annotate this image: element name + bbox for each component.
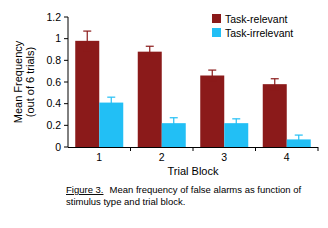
- y-tick-label: 0: [55, 141, 61, 153]
- error-bar: [170, 118, 178, 129]
- x-tick: [318, 147, 319, 151]
- x-tick-label: 2: [159, 151, 165, 163]
- y-tick-label: 1.2: [46, 11, 61, 23]
- error-stem: [149, 46, 150, 57]
- x-axis-label: Trial Block: [168, 165, 219, 177]
- y-tick-label: 1: [55, 32, 61, 44]
- y-tick-label: 0.2: [46, 119, 61, 131]
- error-stem: [173, 118, 174, 129]
- x-tick: [255, 147, 256, 151]
- caption-label: Figure 3.: [66, 184, 104, 195]
- bar: [200, 76, 224, 148]
- bar: [263, 84, 287, 147]
- caption-text: stimulus type and trial block.: [66, 196, 185, 207]
- error-cap: [295, 134, 303, 135]
- error-cap: [295, 143, 303, 144]
- error-cap: [107, 107, 115, 108]
- y-tick: [64, 17, 68, 18]
- error-cap: [146, 46, 154, 47]
- bar: [75, 41, 99, 147]
- error-cap: [208, 69, 216, 70]
- y-axis-label-line: Mean Frequency: [12, 40, 24, 123]
- legend-entry: Task-irrelevant: [212, 27, 293, 39]
- x-tick-label: 4: [284, 151, 290, 163]
- error-cap: [170, 128, 178, 129]
- error-bar: [232, 119, 240, 128]
- y-tick: [64, 147, 68, 148]
- y-axis-label: Mean Frequency(out of 6 trials): [12, 40, 36, 123]
- error-cap: [271, 78, 279, 79]
- error-stem: [87, 31, 88, 50]
- error-cap: [83, 50, 91, 51]
- legend-swatch: [212, 14, 221, 23]
- error-stem: [274, 79, 275, 90]
- error-cap: [271, 89, 279, 90]
- bar: [138, 52, 162, 147]
- y-tick: [64, 125, 68, 126]
- y-tick: [64, 38, 68, 39]
- error-bar: [83, 31, 91, 50]
- x-tick: [193, 147, 194, 151]
- error-cap: [232, 118, 240, 119]
- x-tick-label: 3: [221, 151, 227, 163]
- error-bar: [107, 97, 115, 108]
- error-cap: [107, 97, 115, 98]
- error-stem: [298, 135, 299, 144]
- y-tick: [64, 82, 68, 83]
- legend-label: Task-relevant: [225, 13, 288, 25]
- error-cap: [232, 127, 240, 128]
- legend-swatch: [212, 28, 221, 37]
- chart: 0 0.2 0.4 0.6 0.8 1 1.2 1 2 3 4 Trial Block Mean Fre…: [0, 0, 328, 228]
- x-tick-label: 1: [96, 151, 102, 163]
- page: {"chart_data": { "type": "bar", "ylabel"…: [0, 0, 328, 228]
- error-cap: [208, 80, 216, 81]
- error-cap: [83, 30, 91, 31]
- bar: [99, 103, 123, 147]
- y-tick: [64, 60, 68, 61]
- caption-text: Mean frequency of false alarms as functi…: [110, 184, 302, 195]
- error-bar: [146, 46, 154, 57]
- legend-entry: Task-relevant: [212, 13, 288, 25]
- error-stem: [111, 97, 112, 108]
- error-cap: [146, 56, 154, 57]
- x-tick: [130, 147, 131, 151]
- error-stem: [212, 70, 213, 81]
- y-tick: [64, 103, 68, 104]
- y-tick-label: 0.8: [46, 54, 61, 66]
- error-bar: [295, 135, 303, 144]
- bars: [75, 31, 311, 147]
- error-bar: [271, 79, 279, 90]
- y-tick-label: 0.4: [46, 97, 61, 109]
- error-cap: [170, 117, 178, 118]
- error-stem: [236, 119, 237, 128]
- error-bar: [208, 70, 216, 81]
- y-axis-label-line: (out of 6 trials): [24, 47, 36, 117]
- y-tick-label: 0.6: [46, 76, 61, 88]
- legend-label: Task-irrelevant: [225, 27, 293, 39]
